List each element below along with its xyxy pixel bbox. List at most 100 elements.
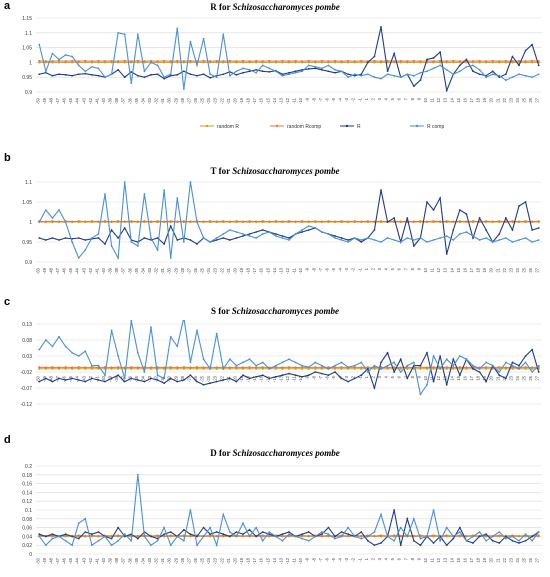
point-d-2-1 (44, 535, 47, 538)
point-b-3-35 (268, 231, 271, 233)
xtick-label-d-47: -3 (344, 557, 349, 561)
point-c-0-74 (524, 367, 527, 370)
legend-marker-0 (205, 124, 209, 128)
point-d-1-7 (84, 534, 87, 538)
point-a-1-36 (274, 60, 277, 63)
point-a-1-51 (373, 59, 376, 63)
point-c-2-21 (176, 380, 179, 383)
point-c-1-6 (77, 366, 80, 369)
xtick-label-d-10: -40 (101, 557, 106, 564)
point-d-2-6 (77, 537, 80, 540)
xtick-label-d-17: -33 (147, 557, 152, 564)
xtick-label-b-62: 13 (443, 267, 448, 272)
point-b-3-74 (524, 237, 527, 239)
point-a-1-18 (156, 60, 159, 63)
point-d-1-70 (498, 534, 501, 537)
panel-title-a: R for Schizosaccharomyces pombe (0, 2, 550, 12)
point-b-1-59 (425, 220, 429, 223)
ytick-label-c-1: -0.07 (21, 386, 33, 392)
point-d-2-72 (511, 539, 514, 542)
point-a-2-67 (478, 73, 481, 76)
point-b-3-3 (58, 209, 60, 211)
point-c-2-48 (353, 377, 356, 380)
point-b-3-72 (511, 241, 514, 243)
point-a-2-39 (294, 70, 297, 73)
point-a-2-57 (412, 85, 415, 87)
point-b-2-68 (485, 229, 488, 231)
xtick-label-d-9: -41 (94, 557, 99, 564)
xtick-label-b-4: -46 (62, 267, 67, 274)
xtick-label-c-55: 6 (397, 375, 402, 378)
point-b-1-9 (97, 220, 100, 223)
point-a-3-25 (202, 37, 205, 40)
point-c-3-16 (143, 371, 146, 373)
ytick-label-b-4: 1.1 (25, 180, 32, 186)
point-d-1-15 (136, 534, 139, 538)
xtick-label-c-36: -14 (272, 375, 277, 382)
point-c-2-28 (222, 379, 225, 381)
point-c-1-7 (84, 366, 87, 369)
point-c-3-47 (347, 366, 350, 369)
point-c-2-56 (406, 377, 409, 380)
xtick-label-d-72: 23 (508, 557, 513, 562)
point-d-3-15 (136, 473, 139, 476)
panel-title-a-species: Schizosaccharomyces pombe (232, 2, 340, 12)
point-a-1-37 (281, 59, 284, 63)
xtick-label-a-14: -36 (127, 97, 132, 104)
point-b-2-40 (301, 231, 304, 233)
xtick-label-c-28: -22 (219, 375, 224, 382)
point-a-1-62 (445, 60, 448, 63)
xtick-label-c-0: -50 (35, 375, 40, 382)
xtick-label-d-18: -32 (154, 557, 159, 564)
xtick-label-a-38: -12 (285, 97, 290, 104)
point-d-1-26 (209, 534, 212, 537)
point-c-0-20 (169, 367, 172, 370)
xtick-label-d-75: 26 (528, 557, 533, 562)
xtick-label-c-59: 10 (423, 375, 428, 380)
xtick-label-d-38: -12 (285, 557, 290, 564)
point-a-1-7 (84, 59, 87, 63)
point-c-2-55 (399, 358, 402, 361)
point-d-3-2 (51, 537, 54, 540)
point-a-3-15 (136, 33, 139, 36)
point-d-2-73 (518, 542, 520, 544)
point-a-2-50 (366, 61, 369, 64)
xtick-label-d-12: -38 (114, 557, 119, 564)
point-d-1-23 (189, 534, 192, 538)
point-a-3-51 (373, 76, 376, 79)
point-c-3-61 (439, 367, 442, 370)
point-b-1-15 (136, 220, 139, 223)
point-d-3-16 (143, 535, 146, 538)
xtick-label-a-4: -46 (62, 97, 67, 104)
point-a-1-31 (241, 59, 245, 63)
point-b-1-75 (531, 220, 534, 223)
point-a-2-66 (472, 70, 474, 73)
xtick-label-c-40: -10 (298, 375, 303, 382)
ytick-label-d-6: 0.12 (22, 499, 32, 505)
xtick-label-d-8: -42 (88, 557, 93, 564)
point-d-2-62 (445, 544, 448, 547)
point-b-3-73 (518, 239, 520, 241)
point-a-3-41 (307, 64, 310, 67)
point-b-2-4 (64, 237, 67, 239)
point-a-3-66 (472, 64, 474, 67)
point-b-2-21 (176, 239, 179, 241)
point-d-3-39 (294, 535, 297, 538)
point-b-2-37 (281, 235, 284, 237)
point-a-1-16 (143, 60, 146, 63)
point-d-1-19 (163, 534, 166, 538)
xtick-label-a-44: -6 (324, 97, 329, 101)
xtick-label-b-63: 14 (449, 267, 454, 272)
point-b-1-7 (84, 220, 87, 223)
xtick-label-a-30: -20 (232, 97, 237, 104)
point-b-1-20 (169, 220, 172, 223)
point-c-1-34 (261, 366, 264, 369)
point-d-3-32 (248, 535, 251, 538)
point-c-3-24 (196, 329, 198, 332)
xtick-label-a-47: -3 (344, 97, 349, 101)
point-a-3-42 (314, 65, 317, 68)
point-b-2-70 (498, 233, 501, 235)
point-b-1-32 (248, 220, 251, 223)
xtick-label-b-70: 21 (495, 267, 500, 272)
point-a-3-52 (380, 77, 382, 80)
